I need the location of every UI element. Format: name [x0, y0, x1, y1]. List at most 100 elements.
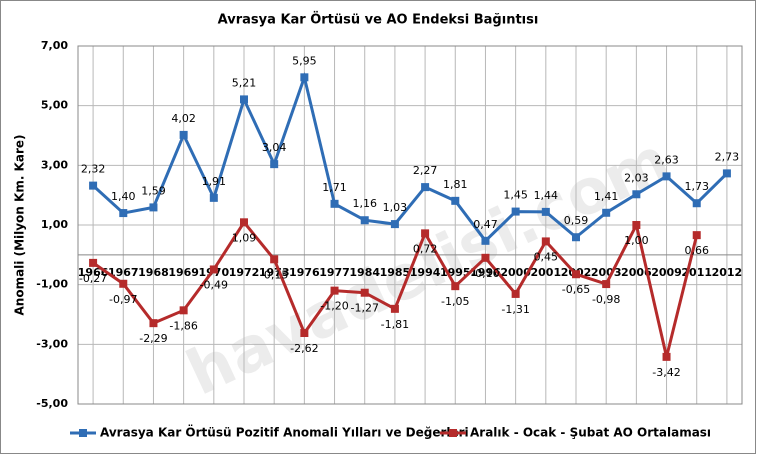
legend-marker: [79, 429, 87, 437]
x-tick-label: 2003: [591, 266, 622, 279]
data-point: [572, 233, 580, 242]
data-point: [602, 208, 611, 217]
data-label: -1,20: [320, 300, 348, 313]
legend-label: Avrasya Kar Örtüsü Pozitif Anomali Yılla…: [100, 425, 469, 440]
data-point: [692, 199, 701, 208]
data-label: -1,81: [381, 318, 409, 331]
x-tick-label: 1984: [349, 266, 380, 279]
data-point: [481, 236, 490, 245]
data-point: [360, 288, 369, 297]
data-label: 1,59: [141, 184, 166, 197]
y-tick-label: -5,00: [36, 397, 68, 410]
data-label: -0,15: [260, 268, 288, 281]
data-point: [89, 258, 98, 267]
y-tick-label: 7,00: [41, 39, 68, 52]
x-tick-label: 2009: [651, 266, 682, 279]
data-point: [300, 73, 309, 82]
data-label: -2,29: [139, 332, 167, 345]
data-label: 5,95: [292, 54, 317, 67]
data-point: [149, 203, 158, 212]
data-point: [119, 279, 128, 288]
data-point: [662, 172, 671, 181]
series-line: [92, 71, 728, 244]
data-label: 2,27: [413, 164, 438, 177]
data-label: -0,65: [562, 283, 590, 296]
data-point: [541, 237, 550, 246]
data-point: [209, 265, 218, 274]
data-point: [692, 231, 701, 240]
data-label: 1,16: [352, 197, 377, 210]
data-point: [602, 280, 611, 289]
data-point: [89, 181, 98, 190]
data-label: -0,27: [79, 272, 107, 285]
data-point: [390, 304, 399, 313]
data-point: [270, 255, 279, 264]
data-point: [632, 190, 641, 199]
x-tick-label: 1976: [289, 266, 320, 279]
x-tick-label: 1969: [168, 266, 199, 279]
data-label: 4,02: [171, 112, 196, 125]
y-tick-label: 5,00: [41, 99, 68, 112]
data-point: [572, 270, 580, 279]
data-label: -0,97: [109, 293, 137, 306]
data-point: [451, 282, 460, 291]
x-tick-label: 1967: [108, 266, 139, 279]
data-label: 1,03: [383, 201, 408, 214]
data-point: [421, 183, 430, 192]
data-label: 1,09: [232, 231, 257, 244]
data-point: [360, 216, 369, 225]
data-label: 1,81: [443, 178, 468, 191]
data-label: 2,03: [624, 171, 649, 184]
x-tick-label: 2012: [712, 266, 743, 279]
legend-marker: [449, 429, 457, 437]
data-label: 0,47: [473, 218, 498, 231]
data-label: -3,42: [652, 366, 680, 379]
data-point: [511, 289, 520, 298]
data-point: [511, 207, 520, 216]
data-point: [330, 199, 339, 208]
data-label: -1,31: [501, 303, 529, 316]
data-label: 0,45: [534, 250, 559, 263]
data-label: -0,49: [200, 278, 228, 291]
y-tick-label: 3,00: [41, 158, 68, 171]
data-label: 1,71: [322, 181, 347, 194]
data-label: 1,40: [111, 190, 136, 203]
data-point: [541, 207, 550, 216]
y-tick-label: -1,00: [36, 278, 68, 291]
x-tick-label: 1968: [138, 266, 169, 279]
data-label: -0,10: [471, 267, 499, 280]
data-label: -1,27: [350, 302, 378, 315]
data-label: 0,66: [684, 244, 709, 257]
data-label: 1,00: [624, 234, 649, 247]
data-point: [421, 229, 430, 238]
data-label: 0,72: [413, 242, 438, 255]
data-label: 1,45: [503, 189, 528, 202]
data-point: [722, 169, 731, 178]
data-label: 1,44: [534, 189, 559, 202]
x-tick-label: 1977: [319, 266, 350, 279]
data-point: [149, 319, 158, 328]
x-tick-label: 2000: [500, 266, 531, 279]
data-point: [209, 193, 218, 202]
data-label: -0,98: [592, 293, 620, 306]
data-point: [179, 130, 188, 139]
x-tick-label: 1994: [410, 266, 441, 279]
x-tick-label: 1985: [380, 266, 411, 279]
data-point: [240, 95, 248, 104]
data-label: 1,73: [684, 180, 709, 193]
data-point: [270, 160, 279, 169]
y-tick-label: 1,00: [41, 218, 68, 231]
plot-border: [77, 45, 743, 405]
data-point: [481, 253, 490, 262]
data-label: -1,05: [441, 295, 469, 308]
data-label: 5,21: [232, 76, 257, 89]
data-point: [300, 328, 309, 337]
data-point: [632, 221, 641, 229]
data-label: 0,59: [564, 214, 589, 227]
data-point: [330, 286, 339, 295]
data-label: 1,41: [594, 190, 619, 203]
data-label: -1,86: [169, 319, 197, 332]
y-tick-label: -3,00: [36, 337, 68, 350]
